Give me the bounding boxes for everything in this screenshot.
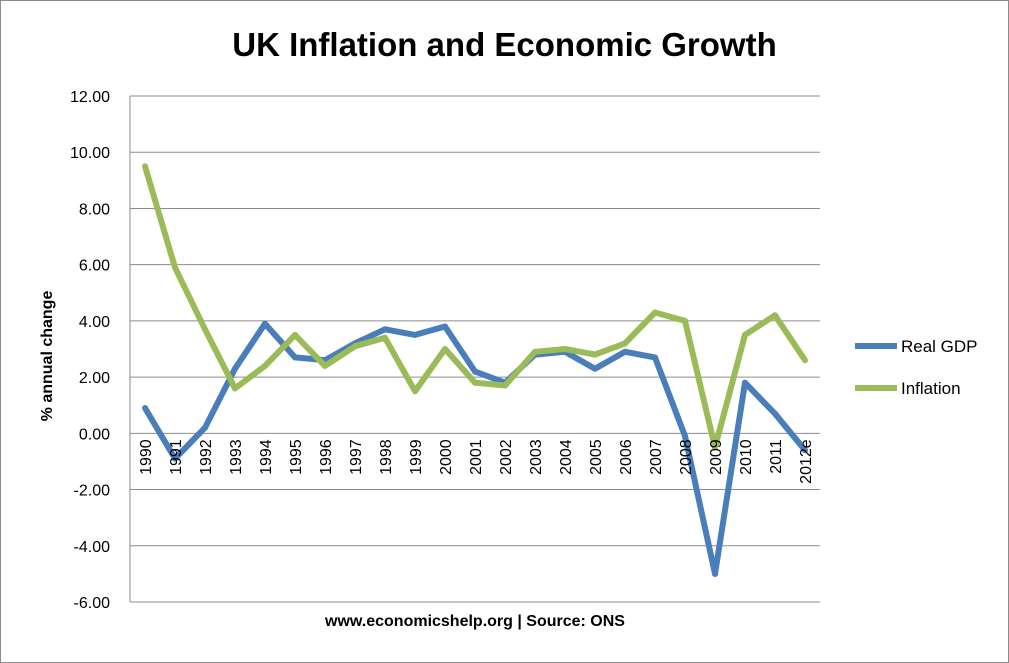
x-tick-label: 1999 <box>408 439 425 475</box>
x-tick-label: 2003 <box>528 439 545 475</box>
y-tick-label: -4.00 <box>74 539 111 556</box>
x-tick-label: 2010 <box>738 439 755 475</box>
x-tick-label: 1990 <box>138 439 155 475</box>
x-tick-label: 1996 <box>318 439 335 475</box>
y-tick-label: 8.00 <box>79 201 110 218</box>
y-tick-label: 0.00 <box>79 426 110 443</box>
x-tick-label: 2005 <box>588 439 605 475</box>
x-tick-label: 2000 <box>438 439 455 475</box>
data-point <box>502 382 508 389</box>
x-tick-label: 1991 <box>168 439 185 475</box>
x-tick-label: 1997 <box>348 439 365 475</box>
x-axis-tick-labels: 1990 1991 1992 1993 1994 1995 1996 1997 1998 1999… <box>138 439 815 484</box>
data-point <box>382 326 388 333</box>
series-lines <box>142 163 808 577</box>
data-point <box>742 331 748 338</box>
x-tick-label: 2006 <box>618 439 635 475</box>
data-point <box>142 163 148 170</box>
data-point <box>202 424 208 431</box>
y-tick-label: 2.00 <box>79 370 110 387</box>
data-point <box>262 320 268 327</box>
x-tick-label: 2007 <box>648 439 665 475</box>
y-axis-tick-labels: -6.00 -4.00 -2.00 0.00 2.00 4.00 6.00 8.00 10.00… <box>70 89 110 612</box>
data-point <box>652 354 658 361</box>
data-point <box>742 379 748 386</box>
y-tick-label: 4.00 <box>79 314 110 331</box>
data-point <box>712 444 718 451</box>
data-point <box>802 447 808 454</box>
x-tick-label: 2011 <box>768 439 785 474</box>
x-tick-label: 2002 <box>498 439 515 475</box>
x-tick-label: 1998 <box>378 439 395 475</box>
data-point <box>472 379 478 386</box>
data-point <box>532 348 538 355</box>
data-point <box>322 362 328 369</box>
data-point <box>232 365 238 372</box>
data-point <box>292 331 298 338</box>
data-point <box>352 343 358 350</box>
chart-title: UK Inflation and Economic Growth <box>232 26 777 63</box>
data-point <box>772 312 778 319</box>
y-tick-label: 12.00 <box>70 89 110 106</box>
data-point <box>592 365 598 372</box>
data-point <box>172 455 178 462</box>
legend: Real GDP Inflation <box>855 337 978 398</box>
gridlines <box>130 95 820 603</box>
data-point <box>382 334 388 341</box>
x-tick-label: 2008 <box>678 439 695 475</box>
data-point <box>652 309 658 316</box>
data-point <box>412 388 418 395</box>
y-tick-label: 10.00 <box>70 145 110 162</box>
data-point <box>562 346 568 352</box>
data-point <box>712 570 718 577</box>
data-point <box>682 317 688 324</box>
data-point <box>412 331 418 338</box>
data-point <box>292 354 298 361</box>
data-point <box>172 264 178 271</box>
y-tick-label: 6.00 <box>79 258 110 275</box>
x-tick-label: 1994 <box>258 439 275 475</box>
data-point <box>802 357 808 364</box>
legend-label: Real GDP <box>901 337 978 356</box>
legend-label: Inflation <box>901 379 961 398</box>
y-axis-title: % annual change <box>39 291 56 422</box>
x-axis-title: www.economicshelp.org | Source: ONS <box>324 613 625 630</box>
data-point <box>472 368 478 375</box>
data-point <box>442 346 448 352</box>
data-point <box>202 326 208 333</box>
x-tick-label: 2012e <box>798 439 815 484</box>
x-tick-label: 2009 <box>708 439 725 475</box>
data-point <box>592 351 598 358</box>
x-tick-label: 1993 <box>228 439 245 475</box>
data-point <box>622 348 628 355</box>
data-point <box>622 340 628 347</box>
y-tick-label: -2.00 <box>74 483 111 500</box>
data-point <box>442 323 448 330</box>
x-tick-label: 2004 <box>558 439 575 475</box>
data-point <box>262 362 268 369</box>
x-tick-label: 2001 <box>468 439 485 475</box>
y-tick-label: -6.00 <box>74 595 111 612</box>
x-tick-label: 1992 <box>198 439 215 475</box>
x-tick-label: 1995 <box>288 439 305 475</box>
data-point <box>682 433 688 440</box>
data-point <box>772 410 778 417</box>
data-point <box>142 405 148 412</box>
data-point <box>232 385 238 392</box>
